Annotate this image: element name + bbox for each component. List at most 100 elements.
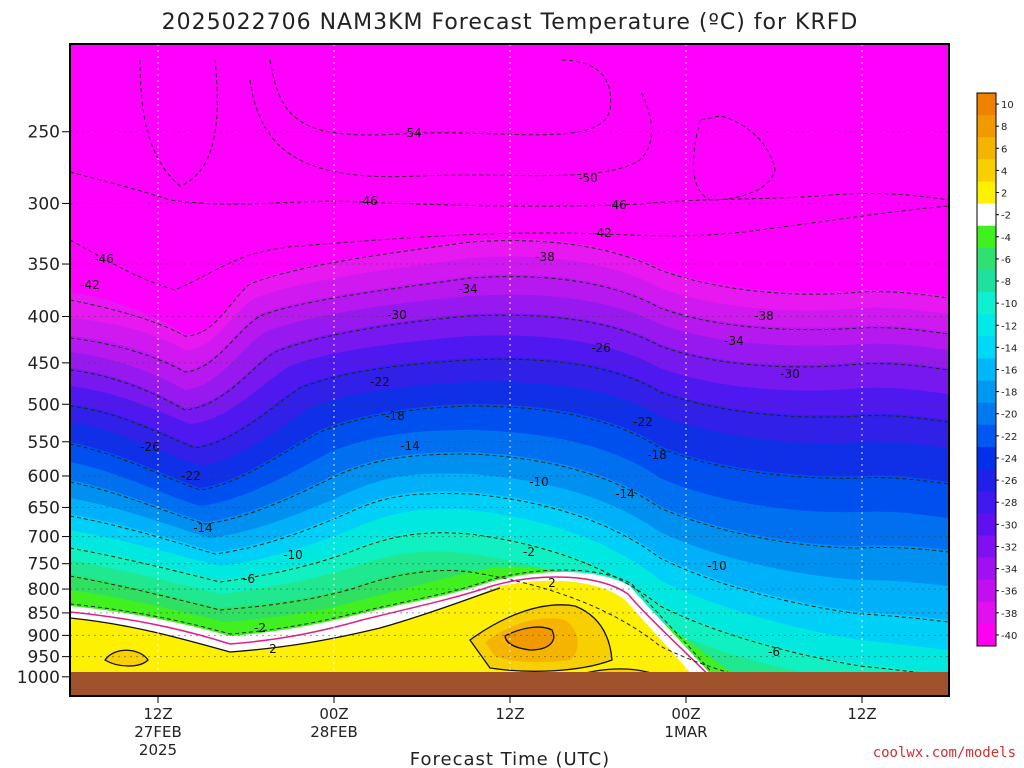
contour-label: -46 xyxy=(358,194,378,208)
colorbar-swatch xyxy=(977,446,996,470)
colorbar: 10 8 6 4 2 -2 -4 -6 -8 -10 -12 -14 -16 -18 -20 -22 -24 -2… xyxy=(976,92,1017,647)
colorbar-swatch xyxy=(977,247,996,271)
contour-label: -22 xyxy=(633,415,653,429)
contour-label: -10 xyxy=(529,475,549,489)
contour-label: -50 xyxy=(578,171,598,185)
contour-label: -42 xyxy=(592,226,612,240)
colorbar-swatch xyxy=(977,601,996,625)
freezing-line xyxy=(70,576,731,696)
y-tick-label: 950 xyxy=(28,648,60,668)
colorbar-swatch xyxy=(977,225,996,249)
contour-label: -26 xyxy=(140,440,160,454)
y-tick-label: 500 xyxy=(28,395,60,415)
colorbar-label: -18 xyxy=(1001,388,1017,399)
colorbar-swatch xyxy=(977,181,996,205)
colorbar-label: -6 xyxy=(1001,255,1011,266)
colorbar-label: -36 xyxy=(1001,587,1017,598)
colorbar-swatch xyxy=(977,380,996,404)
y-tick-label: 250 xyxy=(28,123,60,143)
contour-minus-50 xyxy=(249,79,653,178)
x-axis-label: Forecast Time (UTC) xyxy=(410,749,610,768)
colorbar-label: -38 xyxy=(1001,609,1017,620)
colorbar-label: -32 xyxy=(1001,542,1017,553)
colorbar-swatch xyxy=(977,557,996,581)
contour-minus-46-top xyxy=(70,171,949,207)
contour-label: -22 xyxy=(370,375,390,389)
colorbar-label: -20 xyxy=(1001,410,1017,421)
x-tick-label: 12Z xyxy=(143,705,172,723)
colorbar-swatch xyxy=(977,137,996,160)
y-tick-label: 450 xyxy=(28,354,60,374)
contour-label: -10 xyxy=(283,548,303,562)
contour-minus-54 xyxy=(269,59,612,136)
contour-label: -34 xyxy=(458,282,478,296)
y-tick-label: 750 xyxy=(28,555,60,575)
colorbar-swatch xyxy=(977,402,996,426)
colorbar-swatch xyxy=(977,115,996,138)
colorbar-label: -10 xyxy=(1001,299,1017,310)
contour-minus-26 xyxy=(70,358,949,449)
colorbar-swatch xyxy=(977,269,996,293)
colorbar-label: 6 xyxy=(1001,144,1007,155)
contour-minus-38 xyxy=(70,240,949,337)
colorbar-label: -22 xyxy=(1001,432,1017,443)
x-tick-label: 00Z xyxy=(671,705,700,723)
contour-label: -18 xyxy=(647,448,667,462)
x-tick-date: 1MAR xyxy=(664,723,707,741)
y-tick-label: 900 xyxy=(28,626,60,646)
y-axis: 2503003504004505005506006507007508008509… xyxy=(17,123,70,688)
colorbar-swatch xyxy=(977,159,996,182)
contour-label: -54 xyxy=(402,126,422,140)
contour-minus-6 xyxy=(70,570,847,696)
y-tick-label: 700 xyxy=(28,528,60,548)
contour-label: -38 xyxy=(535,250,555,264)
x-tick-label: 12Z xyxy=(495,705,524,723)
colorbar-label: -28 xyxy=(1001,498,1017,509)
contour-minus-2 xyxy=(70,569,733,696)
colorbar-swatch xyxy=(977,535,996,559)
colorbar-swatch xyxy=(977,623,996,647)
contour-label: -6 xyxy=(768,645,780,659)
x-gridlines xyxy=(157,44,863,672)
colorbar-swatch xyxy=(977,469,996,492)
colorbar-label: -4 xyxy=(1001,233,1011,244)
ground-surface xyxy=(70,672,949,696)
colorbar-label: -24 xyxy=(1001,454,1017,465)
band-plus-8 xyxy=(505,627,554,650)
contour-plus-2 xyxy=(70,587,501,653)
y-tick-label: 550 xyxy=(28,433,60,453)
x-tick-label: 12Z xyxy=(847,705,876,723)
colorbar-label: 2 xyxy=(1001,189,1007,200)
contour-label: -26 xyxy=(591,341,611,355)
colorbar-swatch xyxy=(977,93,996,116)
colorbar-swatch xyxy=(977,491,996,514)
credit-text: coolwx.com/models xyxy=(873,745,1016,761)
colorbar-label: -12 xyxy=(1001,321,1017,332)
colorbar-swatch xyxy=(977,203,996,227)
y-tick-label: 1000 xyxy=(17,668,60,688)
contour-minus-42 xyxy=(70,205,949,291)
contour-minus-14 xyxy=(70,493,949,623)
contour-minus-34 xyxy=(70,276,949,373)
y-gridlines xyxy=(70,131,949,678)
contour-label: -2 xyxy=(523,545,535,559)
x-tick-year: 2025 xyxy=(139,741,177,759)
contour-minus-18 xyxy=(70,453,949,553)
contour-label: -30 xyxy=(387,308,407,322)
contour-label: -10 xyxy=(707,559,727,573)
colorbar-label: 10 xyxy=(1001,100,1014,111)
colorbar-swatch xyxy=(977,579,996,603)
contour-label: 2 xyxy=(548,576,556,590)
colorbar-label: -14 xyxy=(1001,343,1017,354)
contour-minus-46-right xyxy=(692,115,776,201)
colorbar-swatch xyxy=(977,358,996,382)
contour-label: -14 xyxy=(400,439,420,453)
y-tick-label: 400 xyxy=(28,308,60,328)
contour-label: -30 xyxy=(780,367,800,381)
contour-label: -6 xyxy=(243,572,255,586)
x-tick-label: 00Z xyxy=(319,705,348,723)
colorbar-swatch xyxy=(977,513,996,536)
colorbar-label: 4 xyxy=(1001,166,1007,177)
contour-label: -38 xyxy=(754,309,774,323)
